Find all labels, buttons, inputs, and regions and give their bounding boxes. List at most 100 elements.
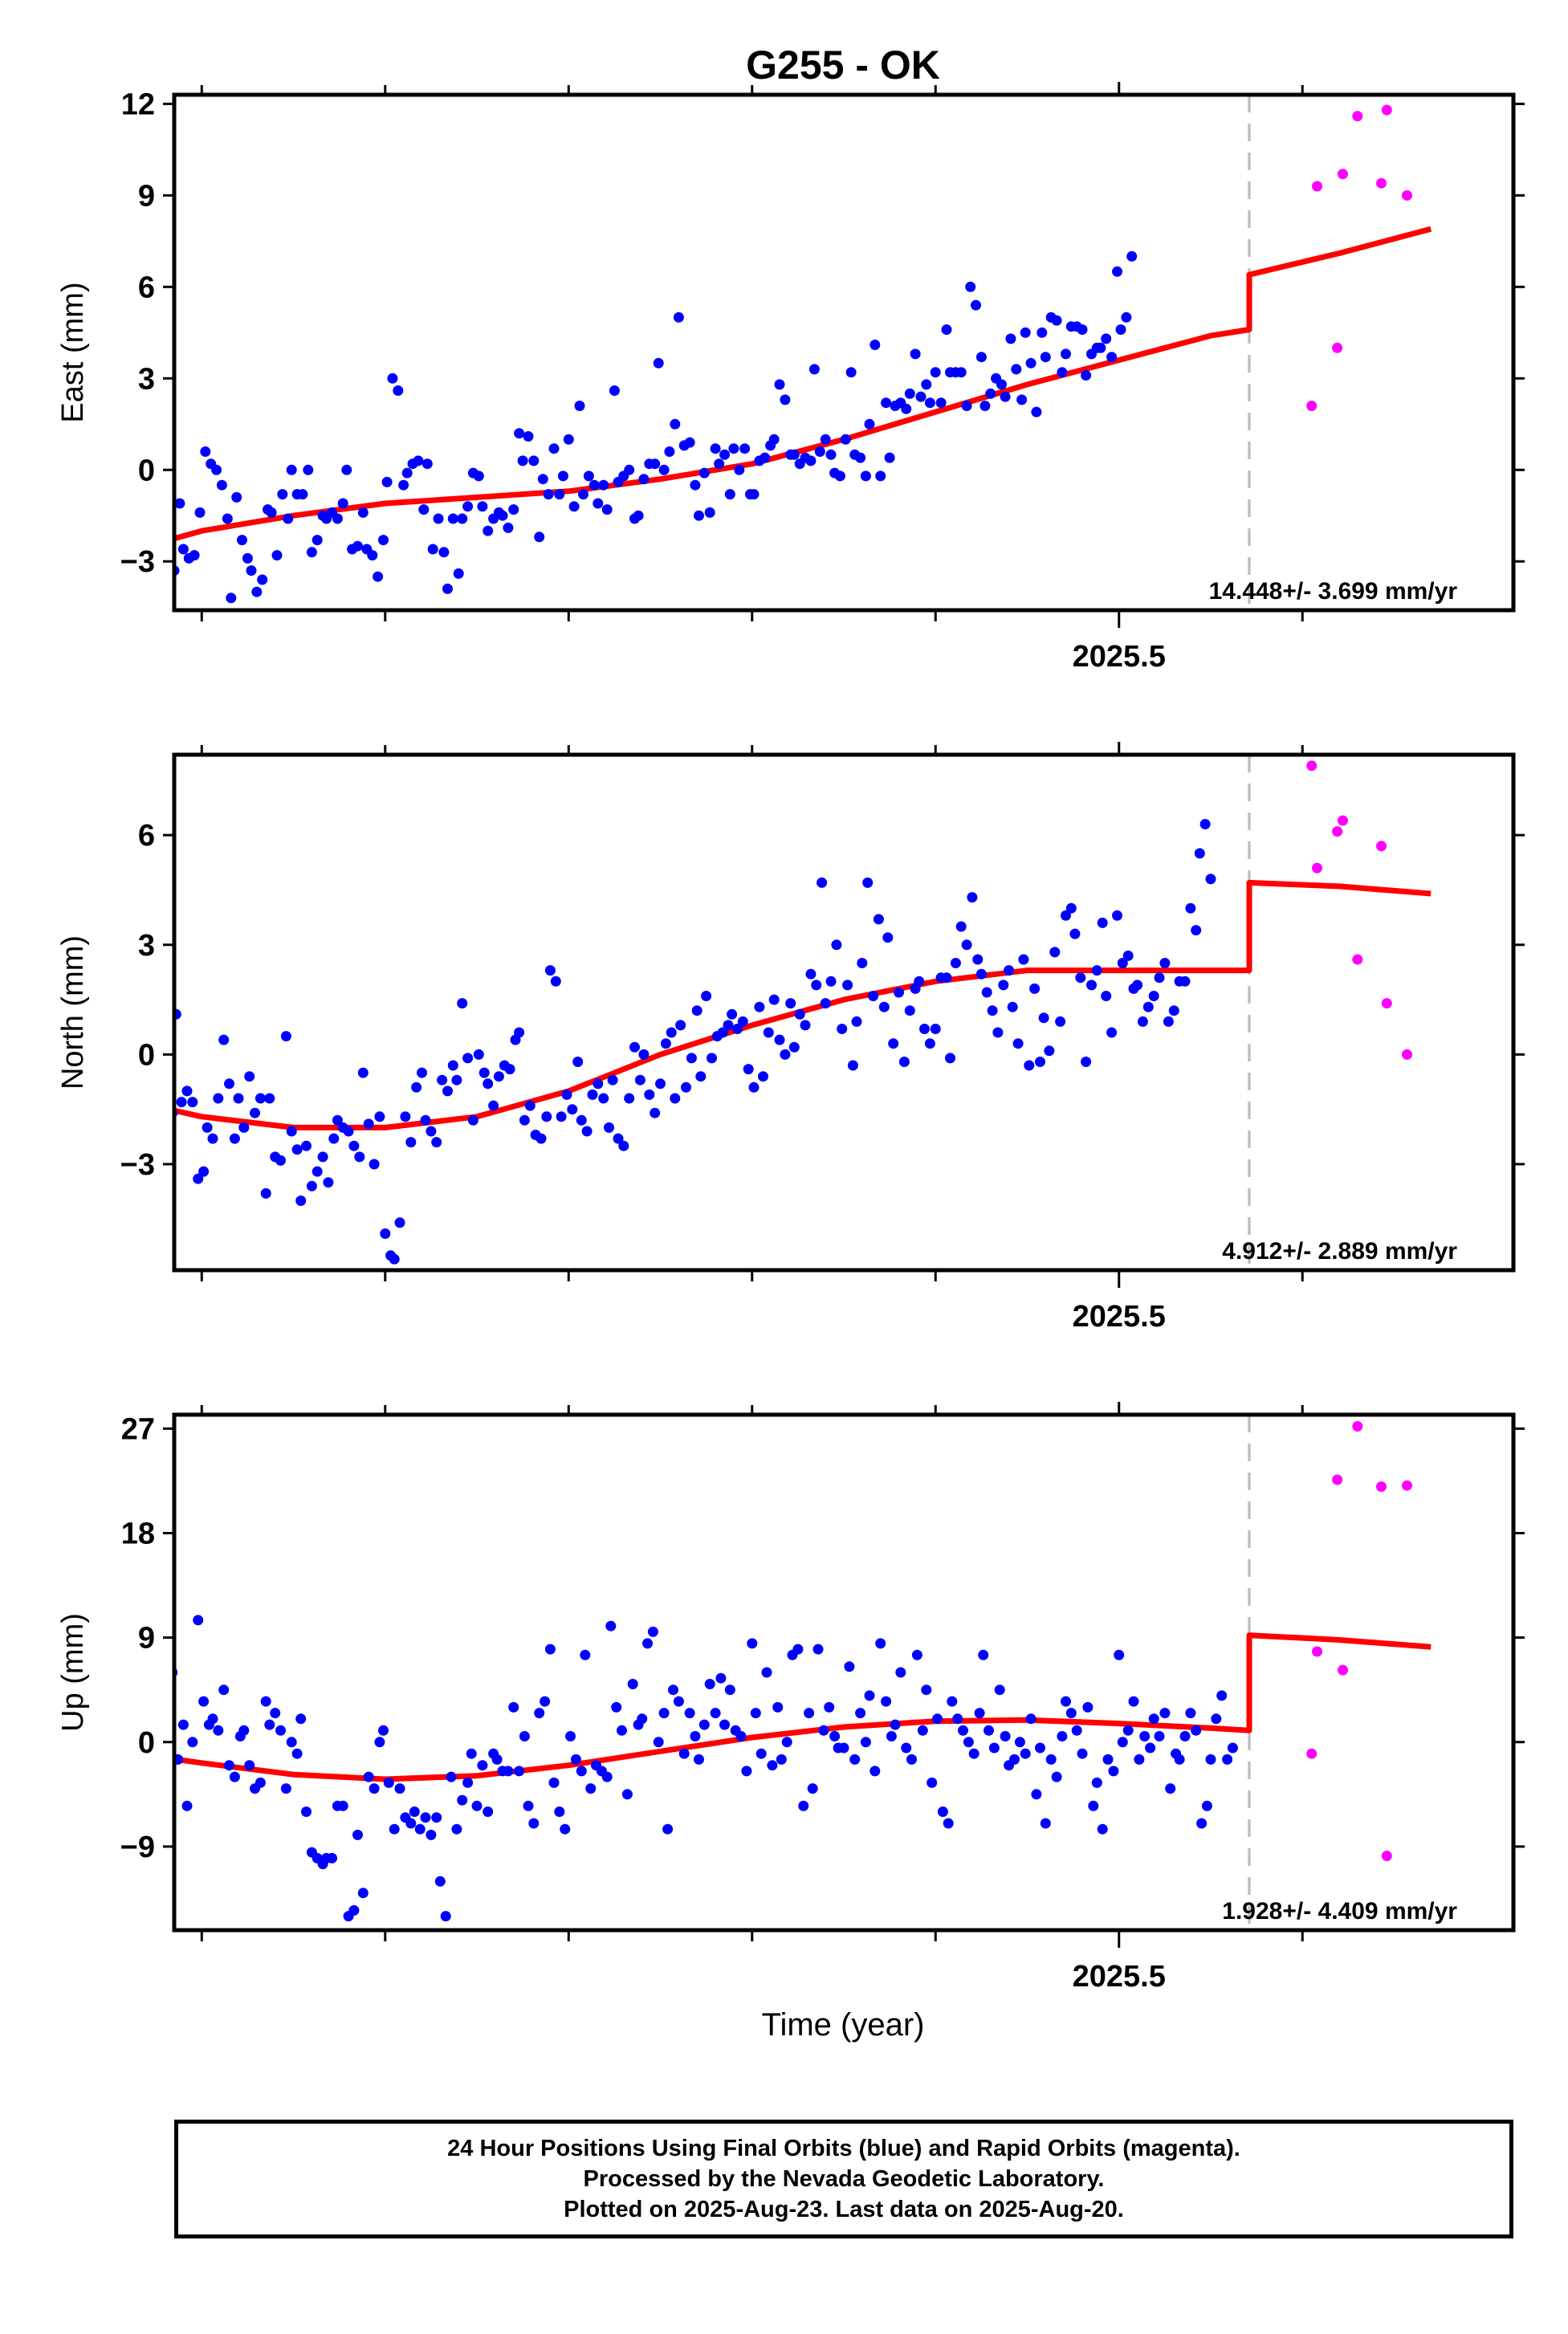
east-final-point: [222, 513, 233, 524]
east-final-point: [768, 434, 780, 445]
up-final-point: [813, 1644, 824, 1655]
east-final-point: [508, 504, 519, 515]
up-final-point: [534, 1708, 545, 1719]
north-final-point: [1044, 1045, 1055, 1057]
north-final-point: [581, 1126, 593, 1137]
east-final-point: [306, 547, 317, 558]
up-final-point: [161, 1673, 172, 1684]
east-final-point: [266, 507, 277, 518]
north-final-point: [426, 1126, 437, 1137]
east-final-point: [1242, 0, 1252, 6]
up-final-point: [528, 1818, 540, 1829]
east-ytick-label: 0: [138, 454, 155, 487]
east-final-point: [941, 324, 952, 335]
up-final-point: [218, 1684, 230, 1696]
up-ytick-label: 18: [121, 1517, 155, 1550]
up-final-point: [1082, 1701, 1094, 1713]
up-final-point: [514, 1766, 525, 1777]
east-final-point: [303, 464, 314, 475]
up-final-point: [151, 1702, 161, 1713]
up-final-point: [491, 1754, 503, 1765]
up-final-point: [947, 1696, 958, 1707]
north-final-point: [1199, 819, 1211, 829]
north-final-point: [260, 1187, 271, 1199]
north-rapid-point: [1312, 862, 1322, 874]
up-final-point: [901, 1742, 912, 1754]
up-final-point: [860, 1737, 871, 1748]
up-plot-area: [136, 0, 1432, 1930]
up-final-point: [207, 1713, 218, 1725]
up-final-point: [895, 1667, 906, 1678]
north-final-point: [919, 1024, 930, 1034]
east-final-point: [1057, 367, 1068, 378]
north-final-point: [394, 1217, 405, 1228]
up-final-point: [238, 1725, 250, 1736]
up-final-point: [136, 1766, 146, 1776]
up-final-point: [264, 1719, 275, 1730]
north-final-point: [312, 1166, 323, 1177]
north-final-point: [572, 1057, 584, 1067]
east-final-point: [1132, 0, 1142, 6]
north-final-point: [1142, 1001, 1154, 1012]
east-final-point: [1248, 0, 1258, 6]
east-final-point: [442, 583, 453, 594]
up-final-point: [548, 1777, 560, 1788]
east-final-point: [1172, 0, 1183, 6]
east-final-point: [177, 544, 189, 555]
up-final-point: [921, 1684, 932, 1696]
north-final-point: [650, 1107, 661, 1118]
east-final-point: [1162, 0, 1172, 6]
east-final-point: [257, 574, 268, 585]
east-final-point: [154, 547, 165, 557]
north-final-point: [888, 1038, 899, 1049]
east-final-point: [211, 464, 222, 475]
north-final-point: [1262, 0, 1273, 6]
up-final-point: [1134, 1754, 1145, 1765]
east-final-point: [1187, 0, 1198, 6]
north-final-point: [681, 1081, 691, 1093]
up-final-point: [1191, 1725, 1202, 1736]
up-final-point: [348, 1904, 360, 1916]
east-final-point: [684, 437, 695, 448]
up-final-point: [431, 1812, 442, 1823]
east-final-point: [237, 535, 247, 546]
north-final-point: [1154, 972, 1165, 984]
north-final-point: [250, 1107, 260, 1118]
up-final-point: [462, 1777, 474, 1788]
north-final-point: [638, 1049, 650, 1060]
east-rate-label: 14.448+/- 3.699 mm/yr: [1209, 578, 1458, 605]
up-final-point: [1000, 1731, 1011, 1741]
up-final-point: [1262, 0, 1273, 6]
up-rapid-point: [1381, 1851, 1392, 1861]
up-final-point: [741, 1766, 752, 1777]
up-final-point: [818, 1725, 829, 1736]
east-final-point: [1222, 0, 1232, 6]
up-final-point: [617, 1725, 627, 1736]
north-final-point: [389, 1253, 400, 1265]
east-final-point: [724, 489, 735, 500]
north-final-point: [817, 877, 828, 888]
north-final-point: [473, 1049, 484, 1060]
east-final-point: [378, 535, 389, 546]
east-final-point: [1016, 394, 1028, 405]
east-final-point: [568, 501, 580, 512]
north-final-point: [717, 1027, 728, 1038]
east-final-point: [1257, 0, 1268, 6]
east-final-point: [921, 379, 932, 390]
up-final-point: [1128, 1696, 1139, 1707]
north-final-point: [794, 1008, 805, 1020]
north-final-point: [1159, 958, 1171, 968]
north-final-point: [524, 1100, 536, 1111]
up-final-point: [1139, 1731, 1151, 1741]
up-final-point: [1091, 1777, 1102, 1788]
north-final-point: [1055, 1016, 1066, 1027]
north-final-point: [181, 1086, 193, 1097]
north-final-point: [1179, 976, 1191, 987]
east-final-point: [971, 299, 981, 311]
up-final-point: [958, 1725, 968, 1736]
north-final-point: [157, 1086, 167, 1096]
east-rapid-point: [1402, 189, 1412, 201]
north-final-point: [233, 1093, 244, 1104]
up-final-point: [1227, 1742, 1238, 1754]
north-final-point: [701, 991, 712, 1001]
